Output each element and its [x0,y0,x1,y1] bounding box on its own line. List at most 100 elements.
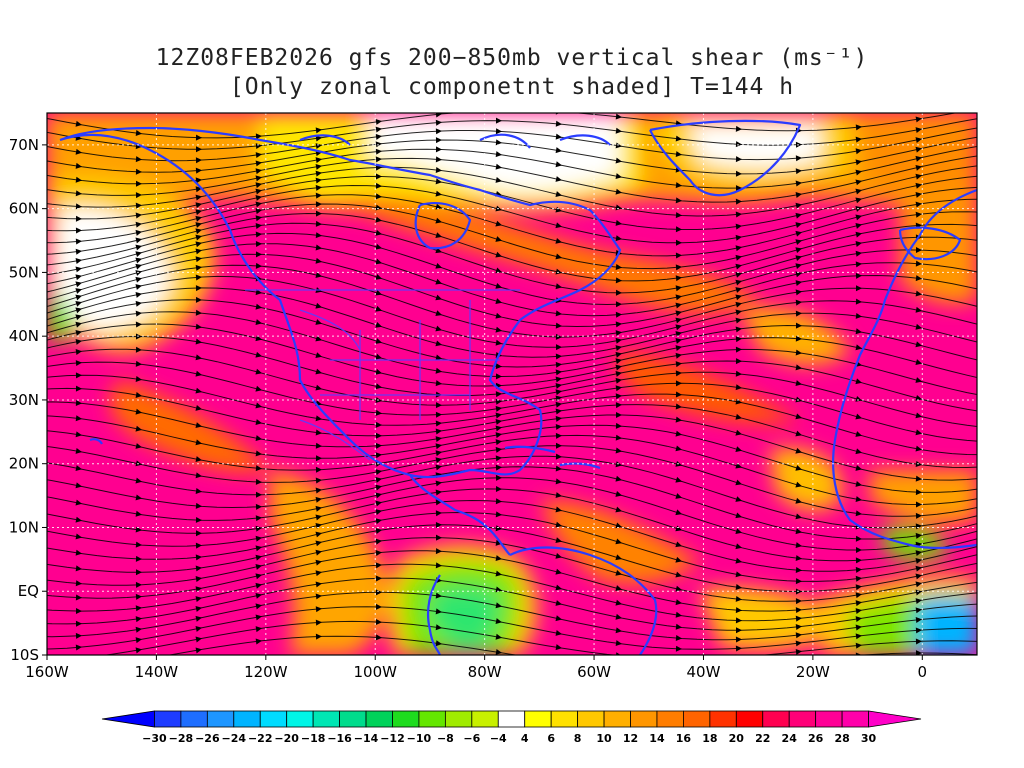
streamline-arrowhead [616,664,622,670]
streamline-arrowhead [495,312,502,319]
streamline-arrowhead [195,586,202,593]
streamline-arrowhead [255,435,262,442]
streamline-arrowhead [615,301,622,308]
streamline-arrowhead [735,271,742,278]
streamline [47,415,977,493]
streamline-arrowhead [315,540,322,547]
streamline-arrowhead [75,307,82,314]
streamline-arrowhead [675,345,682,352]
colorbar-label: −14 [354,732,379,745]
streamline [47,499,977,572]
streamline-arrowhead [435,534,442,541]
streamline-arrowhead [675,391,682,398]
streamline-arrowhead [675,585,682,592]
colorbar-swatch [841,710,869,728]
streamline-arrowhead [915,116,922,123]
streamline-arrowhead [735,211,742,218]
streamline-arrowhead [135,221,142,228]
streamline-arrowhead [495,177,502,183]
streamline-arrowhead [435,217,442,224]
streamline-arrowhead [855,231,862,238]
streamline-arrowhead [555,361,562,368]
streamline-arrowhead [615,337,622,344]
streamline-arrowhead [555,537,562,544]
streamline-arrowhead [675,403,682,410]
streamline-arrowhead [375,148,382,155]
streamline-arrowhead [675,599,682,606]
streamline-arrowhead [315,335,322,342]
streamline-arrowhead [195,615,202,622]
streamline [47,477,977,551]
lon-tick-label: 100W [354,663,398,681]
streamline-arrowhead [735,617,742,624]
streamline-arrowhead [435,499,442,506]
streamline-arrowhead [555,322,562,329]
streamline-arrowhead [315,244,322,251]
streamline-arrowhead [855,312,862,319]
streamline-arrowhead [555,465,562,472]
streamline-arrowhead [435,325,442,332]
streamline-arrowhead [375,258,382,265]
streamline-arrowhead [795,299,802,306]
streamline-arrowhead [676,666,682,672]
streamline-arrowhead [915,532,922,539]
streamline-arrowhead [435,137,442,144]
streamline-arrowhead [735,584,742,590]
streamline-arrowhead [795,222,802,228]
colorbar-swatch [444,710,473,728]
streamline-arrowhead [195,274,202,281]
streamline-arrowhead [555,120,562,127]
streamline-arrowhead [195,565,202,572]
streamline-arrowhead [75,338,82,345]
streamline-arrowhead [495,326,502,333]
streamline-arrowhead [615,461,622,468]
streamline-arrowhead [495,539,502,546]
streamline-arrowhead [255,188,262,195]
streamline-arrowhead [795,322,802,329]
streamline-arrowhead [795,648,802,655]
streamline-arrowhead [135,626,142,633]
colorbar-swatch [868,710,922,728]
streamline-arrowhead [495,373,502,380]
streamline-arrowhead [915,211,922,218]
streamline-arrowhead [135,494,142,501]
streamline-arrowhead [75,227,82,234]
streamline-arrowhead [855,159,862,166]
streamline [47,550,977,612]
streamline-arrowhead [735,301,742,308]
streamline-arrowhead [195,488,202,494]
streamline [102,620,977,655]
streamline-arrowhead [555,644,562,651]
streamline-arrowhead [735,595,742,602]
streamline-arrowhead [855,285,862,292]
streamline-arrowhead [615,364,622,371]
streamline-arrowhead [315,201,322,208]
streamline-arrowhead [76,655,83,662]
streamline-arrowhead [855,261,862,268]
streamline-arrowhead [675,525,682,532]
streamline-arrowhead [675,361,682,368]
streamline-arrowhead [435,592,442,599]
streamline-arrowhead [675,509,682,516]
streamline-arrowhead [795,310,802,317]
streamline-arrowhead [855,480,862,487]
streamline-arrowhead [915,275,922,282]
streamline-arrowhead [135,593,142,600]
streamline-arrowhead [315,368,322,375]
streamline-arrowhead [495,602,502,609]
streamline-arrowhead [675,212,682,219]
streamline-arrowhead [615,289,622,296]
colorbar-swatch [550,710,579,728]
streamline [47,387,977,469]
lon-tick-label: 140W [135,663,179,681]
streamline-arrowhead [315,163,322,170]
streamline-arrowhead [855,136,862,143]
streamline [47,524,977,593]
streamline-arrowhead [735,234,742,241]
streamline-arrowhead [615,627,622,634]
streamline-arrowhead [615,393,622,400]
streamline-arrowhead [795,578,802,585]
streamline-arrowhead [255,573,262,580]
shear-shading-field [47,113,977,672]
streamline-arrowhead [375,338,382,344]
